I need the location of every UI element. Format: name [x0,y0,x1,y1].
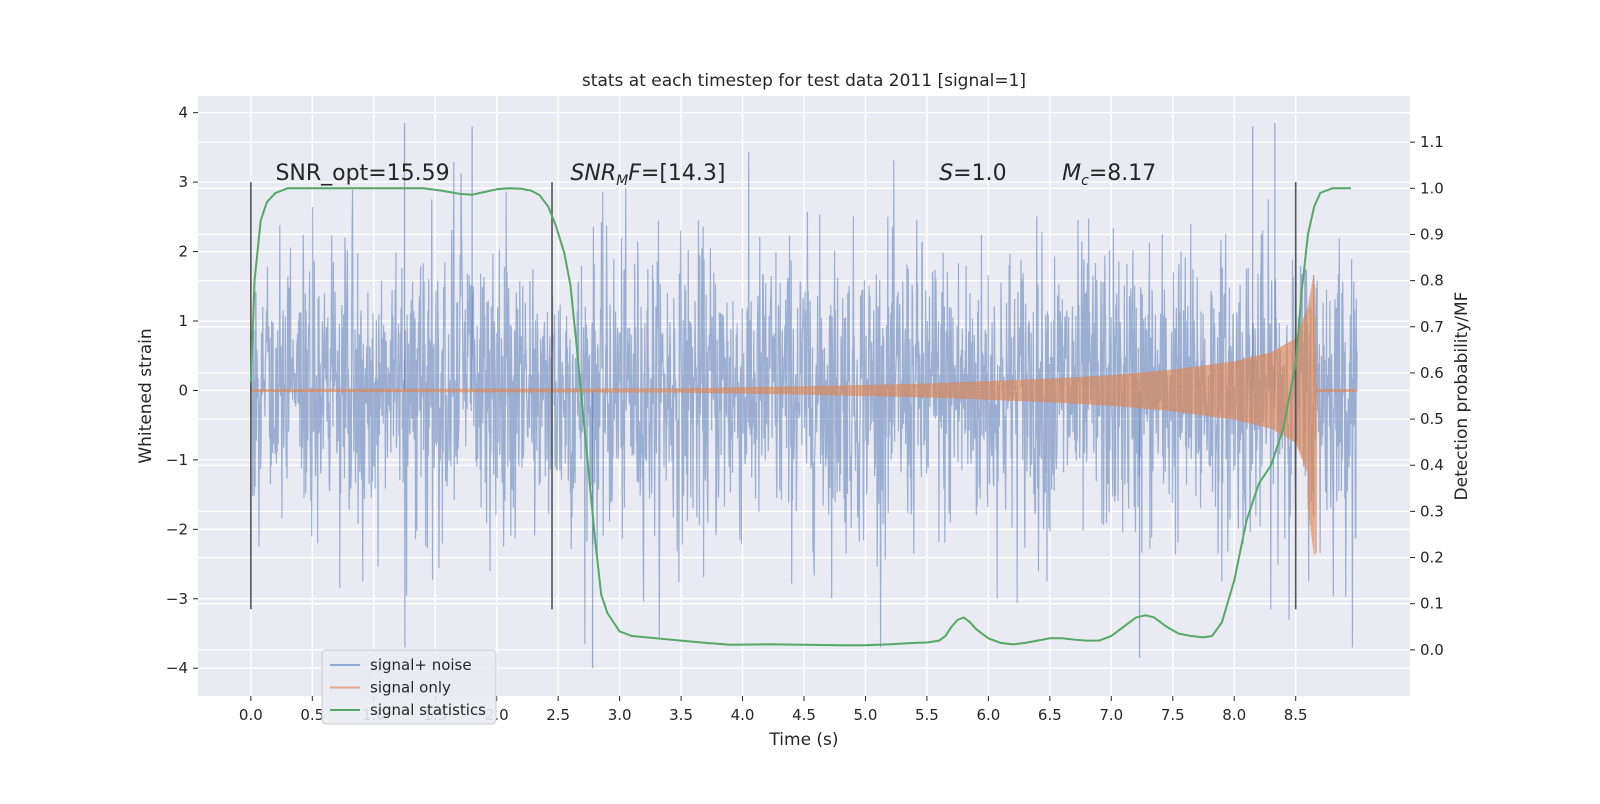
legend-label-signal-noise: signal+ noise [370,656,472,674]
y2-axis-label: Detection probability/MF [1452,292,1472,501]
x-tick-label: 3.0 [608,706,632,724]
chart-title: stats at each timestep for test data 201… [582,71,1026,91]
y-tick-label: 2 [178,243,188,261]
y2-tick-label: 1.1 [1420,133,1444,151]
legend-label-signal-statistics: signal statistics [370,701,486,719]
x-tick-label: 6.5 [1038,706,1062,724]
y2-tick-label: 0.7 [1420,318,1444,336]
y-tick-label: −2 [166,520,188,538]
snr-mf-value: =[14.3] [641,161,726,186]
x-tick-label: 7.5 [1161,706,1185,724]
x-tick-label: 7.0 [1099,706,1123,724]
y-tick-label: −3 [166,590,188,608]
x-tick-label: 6.0 [976,706,1000,724]
x-tick-label: 8.5 [1284,706,1308,724]
series-signal-noise [250,123,1358,669]
mc-subscript: c [1081,173,1089,189]
y2-tick-label: 0.9 [1420,225,1444,243]
y-tick-label: 3 [178,173,188,191]
axis-ticks: 0.00.51.01.52.02.53.03.54.04.55.05.56.06… [166,104,1444,724]
y-tick-label: −1 [166,451,188,469]
series-signal-only [250,275,1358,555]
y2-tick-label: 0.0 [1420,641,1444,659]
y-tick-label: 1 [178,312,188,330]
x-tick-label: 8.0 [1222,706,1246,724]
snr-mf-subscript: M [616,173,628,189]
x-tick-label: 4.0 [731,706,755,724]
x-tick-label: 5.0 [854,706,878,724]
snr-mf-base: SNR [570,161,616,186]
annotation-snr-opt: SNR_opt=15.59 [275,161,449,186]
noise-trace [250,151,1358,648]
x-tick-label: 3.5 [669,706,693,724]
x-tick-label: 0.5 [300,706,324,724]
y2-tick-label: 0.2 [1420,549,1444,567]
y2-tick-label: 0.8 [1420,272,1444,290]
legend-label-signal-only: signal only [370,679,451,697]
y2-tick-label: 0.3 [1420,502,1444,520]
x-axis-label: Time (s) [768,730,838,750]
annotation-snr-mf: SNRMF=[14.3] [570,161,725,189]
statistics-line [249,187,1351,647]
s-symbol: S [939,161,953,186]
signal-chirp-trace [250,275,1358,555]
annotation-s: S=1.0 [939,161,1006,186]
y2-tick-label: 0.1 [1420,595,1444,613]
y-tick-label: −4 [166,659,188,677]
snr-mf-f: F [628,161,641,186]
series-signal-statistics [249,187,1351,647]
annotation-mc: Mc=8.17 [1062,161,1156,189]
y2-tick-label: 0.5 [1420,410,1444,428]
y2-tick-label: 0.4 [1420,456,1444,474]
mc-value: =8.17 [1089,161,1156,186]
s-value: =1.0 [953,161,1006,186]
x-tick-label: 2.5 [546,706,570,724]
y-tick-label: 0 [178,381,188,399]
legend: signal+ noise signal only signal statist… [321,649,497,725]
y2-tick-label: 0.6 [1420,364,1444,382]
legend-box [321,649,497,725]
y-tick-label: 4 [178,104,188,122]
x-tick-label: 0.0 [239,706,263,724]
vertical-markers [250,182,1297,610]
x-tick-label: 5.5 [915,706,939,724]
y2-tick-label: 1.0 [1420,179,1444,197]
y-axis-label: Whitened strain [136,328,156,463]
x-tick-label: 4.5 [792,706,816,724]
mc-symbol: M [1062,161,1081,186]
